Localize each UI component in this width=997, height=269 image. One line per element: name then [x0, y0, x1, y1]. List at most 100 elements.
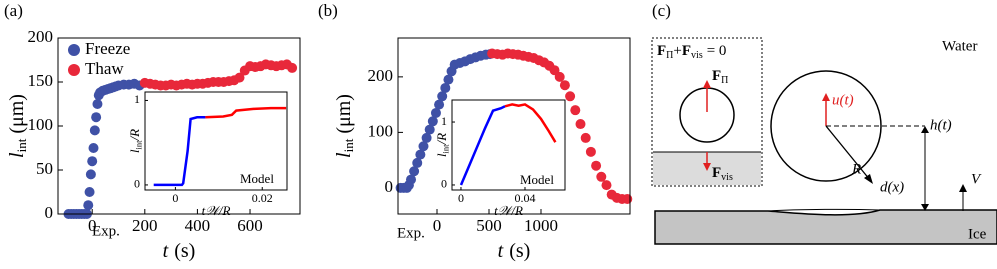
y-tick-label: 1 — [441, 114, 447, 128]
x-tick-label: 0 — [433, 216, 442, 235]
data-point — [415, 149, 426, 160]
symbol: F — [657, 43, 666, 59]
model-line — [153, 116, 206, 187]
data-point — [440, 82, 451, 93]
data-point — [91, 112, 102, 123]
plus: + — [673, 43, 681, 59]
inset-chart: 0 0.02 0 1 t𝒲/R lint/R Model — [127, 91, 288, 218]
legend-label: Thaw — [85, 59, 124, 78]
y-tick-label: 200 — [368, 66, 394, 85]
radius-line — [825, 125, 871, 181]
annotation: Model — [520, 172, 554, 187]
data-point — [565, 91, 576, 102]
medium-label: Ice — [968, 226, 987, 242]
x-tick-label: 0.04 — [514, 191, 535, 205]
data-point — [409, 166, 420, 177]
x-tick-label: 0 — [458, 191, 464, 205]
velocity-label: u(t) — [832, 92, 854, 108]
inset-chart: 0 0.04 0 1 t𝒲/R lint/R Model — [434, 99, 566, 218]
data-point — [559, 80, 570, 91]
symbol: t𝒲/R — [202, 203, 231, 218]
unit: (μm) — [6, 94, 28, 134]
data-point — [88, 143, 99, 153]
y-axis-label: lint (μm) — [333, 94, 356, 158]
subscript: Π — [666, 50, 673, 61]
axes-frame — [451, 99, 566, 191]
x-tick-label: 0 — [88, 216, 97, 235]
data-point — [424, 124, 435, 135]
panel-label: (b) — [318, 1, 338, 20]
unit: (s) — [509, 240, 530, 262]
y-tick-label: 200 — [28, 27, 54, 46]
y-tick-label: 100 — [368, 121, 394, 140]
symbol: l — [127, 149, 142, 153]
symbol: F — [682, 43, 691, 59]
arrow-head — [703, 80, 711, 88]
subscript: int — [341, 138, 356, 152]
x-tick-label: 600 — [237, 216, 263, 235]
symbol: l — [434, 153, 449, 157]
film — [767, 208, 881, 212]
force-balance: FΠ+Fvis = 0 — [657, 43, 726, 61]
data-point — [580, 132, 591, 143]
data-point — [85, 169, 96, 180]
radius-label: R — [851, 161, 861, 177]
arrow-head — [703, 163, 711, 171]
x-tick-label: 500 — [476, 216, 502, 235]
force-label: Fvis — [712, 165, 733, 183]
y-tick-label: 100 — [28, 115, 54, 134]
symbol: t𝒲/R — [494, 203, 523, 218]
panel-label: (c) — [652, 1, 671, 20]
x-axis-label: t (s) — [498, 240, 531, 262]
data-point — [427, 116, 438, 127]
data-point — [421, 132, 432, 143]
arrow-head — [864, 174, 873, 184]
x-tick-label: 200 — [132, 216, 158, 235]
x-tick-label: 400 — [185, 216, 211, 235]
equals: = 0 — [707, 43, 727, 59]
inset-box — [651, 37, 763, 187]
height-label: h(t) — [930, 117, 952, 133]
data-point — [84, 187, 95, 197]
film-label: d(x) — [880, 179, 904, 195]
annotation: Exp. — [397, 225, 425, 241]
symbol: t — [498, 240, 504, 262]
symbol: l — [6, 152, 28, 158]
annotation: Exp. — [92, 223, 120, 239]
symbol: F — [712, 68, 721, 84]
diagram: FΠ+Fvis = 0 FΠ Fvis Water u(t) h(t) R d(x… — [651, 37, 997, 245]
arrow-head — [959, 184, 967, 192]
symbol: l — [333, 152, 355, 158]
x-tick-label: 1000 — [524, 216, 558, 235]
data-point — [443, 74, 454, 85]
model-line — [504, 103, 557, 143]
data-point — [89, 125, 100, 136]
y-tick-label: 0 — [45, 203, 54, 222]
legend-marker — [68, 64, 80, 76]
data-point — [570, 105, 581, 116]
axes-frame — [57, 37, 301, 215]
medium-label: Water — [942, 38, 977, 54]
y-axis-label: lint/R — [127, 129, 143, 153]
x-axis-label: t𝒲/R — [202, 203, 231, 218]
y-tick-label: 0 — [441, 177, 447, 191]
symbol: t — [163, 240, 169, 262]
data-point — [92, 99, 103, 109]
ratio: /R — [434, 133, 449, 146]
axes-frame — [144, 91, 288, 191]
annotation: Model — [240, 171, 274, 186]
subscript: vis — [721, 172, 733, 183]
force-label: FΠ — [712, 68, 728, 86]
x-axis-label: t𝒲/R — [494, 203, 523, 218]
data-point — [554, 71, 565, 82]
data-point — [405, 174, 416, 185]
data-point — [87, 156, 98, 167]
subscript: Π — [721, 75, 728, 86]
data-point — [591, 160, 602, 171]
plot-area — [452, 100, 565, 190]
data-point — [622, 194, 633, 205]
y-tick-label: 50 — [36, 159, 53, 178]
legend-label: Freeze — [85, 39, 130, 58]
data-point — [575, 119, 586, 130]
